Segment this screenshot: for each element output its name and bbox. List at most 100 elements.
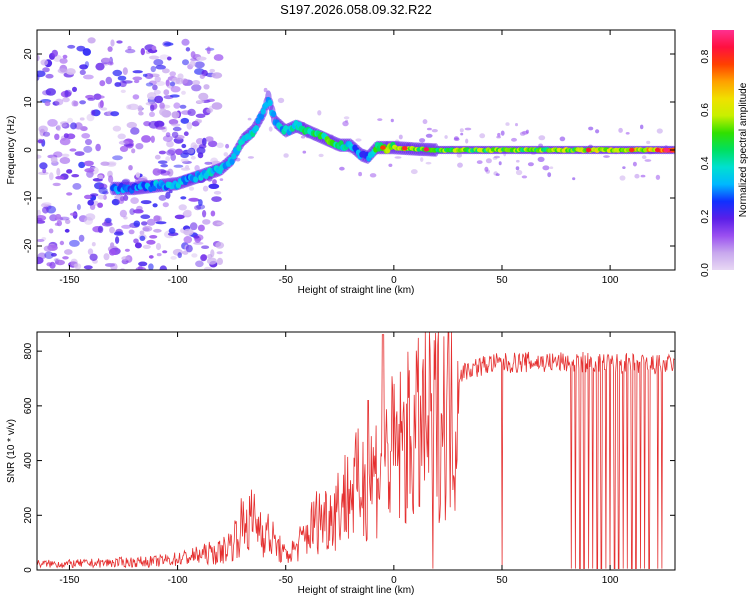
spectrogram-cell <box>209 68 215 73</box>
spectrogram-cell <box>162 250 168 254</box>
spectrogram-cell <box>79 69 86 75</box>
spectrogram-y-tick-label: 10 <box>23 96 34 108</box>
spectrogram-cell <box>410 169 418 175</box>
spectrogram-cell <box>159 54 170 60</box>
spectrogram-cell <box>390 118 394 123</box>
spectrogram-cell <box>318 153 324 158</box>
spectrogram-cell <box>126 121 137 129</box>
spectrogram-cell <box>197 224 205 232</box>
spectrogram-cell <box>99 80 106 87</box>
spectrogram-cell <box>112 125 122 132</box>
spectrogram-cell <box>97 225 104 234</box>
spectrogram-cell <box>115 236 120 244</box>
spectrogram-cell <box>100 107 108 111</box>
spectrogram-cell <box>155 126 166 130</box>
spectrogram-cell <box>585 147 592 153</box>
colorbar-tick-label: 0.4 <box>700 156 711 170</box>
spectrogram-cell <box>117 133 126 140</box>
spectrogram-cell <box>94 95 105 99</box>
spectrogram-cell <box>196 56 207 61</box>
spectrogram-cell <box>69 239 80 247</box>
spectrogram-cell <box>84 168 95 173</box>
spectrogram-cell <box>128 165 133 171</box>
spectrogram-cell <box>271 110 277 118</box>
spectrogram-cell <box>202 137 207 146</box>
spectrogram-cell <box>59 240 65 246</box>
spectrogram-cell <box>542 165 550 171</box>
spectrogram-cell <box>153 89 161 95</box>
spectrogram-cell <box>527 162 534 167</box>
spectrogram-cell <box>317 110 322 116</box>
spectrogram-cell <box>138 261 148 267</box>
spectrogram-cell <box>98 101 103 109</box>
spectrogram-cell <box>618 127 623 133</box>
spectrogram-cell <box>139 235 146 241</box>
spectrogram-cell <box>167 56 172 61</box>
spectrogram-cell <box>87 199 94 206</box>
spectrogram-cell <box>188 186 195 191</box>
colorbar-ticks: 0.0 0.2 0.4 0.6 0.8 <box>700 49 711 277</box>
spectrogram-cell <box>65 68 76 75</box>
spectrogram-cell <box>632 161 637 167</box>
spectrogram-cell <box>78 234 85 242</box>
spectrogram-cell <box>40 59 49 66</box>
spectrogram-cell <box>152 84 158 91</box>
spectrogram-cell <box>108 248 116 256</box>
spectrogram-cell <box>122 67 128 75</box>
spectrogram-cell <box>101 221 113 227</box>
colorbar-tick-label: 0.8 <box>700 49 711 63</box>
spectrogram-cell <box>63 133 69 139</box>
spectrogram-cell <box>464 127 472 131</box>
spectrogram-cell <box>195 113 206 119</box>
spectrogram-cell <box>59 58 68 64</box>
spectrogram-cell <box>37 154 42 159</box>
spectrogram-cell <box>162 135 173 142</box>
spectrogram-cell <box>247 117 252 121</box>
spectrogram-cell <box>110 262 118 270</box>
snr-panel: -150 -100 -50 0 50 100 0 200 400 600 800 Height of… <box>6 331 676 596</box>
spectrogram-cell <box>133 220 141 227</box>
snr-axes: -150 -100 -50 0 50 100 0 200 400 600 800 <box>23 332 675 586</box>
spectrogram-cell <box>129 208 135 216</box>
spectrogram-cell <box>171 123 181 127</box>
spectrogram-cell <box>37 215 47 221</box>
spectrogram-cell <box>196 100 205 104</box>
spectrogram-cell <box>119 145 129 152</box>
spectrogram-cell <box>45 73 54 79</box>
spectrogram-cell <box>95 143 101 152</box>
snr-series-line <box>37 332 675 569</box>
spectrogram-cell <box>76 204 81 211</box>
spectrogram-cell <box>377 118 383 121</box>
spectrogram-cell <box>52 182 61 187</box>
spectrogram-cell <box>537 156 545 162</box>
spectrogram-cell <box>83 265 93 270</box>
spectrogram-cell <box>154 154 161 160</box>
snr-x-tick-label: 50 <box>496 575 508 586</box>
spectrogram-cell <box>127 103 139 111</box>
spectrogram-cell <box>110 39 115 47</box>
spectrogram-cell <box>194 205 202 211</box>
spectrogram-cell <box>628 147 635 153</box>
spectrogram-cell <box>138 111 144 116</box>
spectrogram-x-tick-label: 100 <box>602 275 619 286</box>
spectrogram-cell <box>162 68 170 74</box>
spectrogram-cell <box>538 135 546 141</box>
spectrogram-cell <box>511 137 517 142</box>
spectrogram-cell <box>118 140 130 145</box>
spectrogram-cell <box>152 203 158 208</box>
spectrogram-cell <box>640 124 644 130</box>
spectrogram-cell <box>110 111 120 117</box>
spectrogram-cell <box>110 242 115 249</box>
spectrogram-cell <box>199 74 205 79</box>
spectrogram-cell <box>300 135 306 139</box>
colorbar: 0.0 0.2 0.4 0.6 0.8 Normalized spectral ampl… <box>700 30 749 277</box>
spectrogram-cell <box>194 165 200 172</box>
spectrogram-cell <box>160 164 168 168</box>
spectrogram-cell <box>342 120 349 127</box>
spectrogram-cell <box>85 138 92 146</box>
spectrogram-cell <box>182 78 189 86</box>
spectrogram-cell <box>229 158 235 165</box>
spectrogram-cell <box>225 143 230 149</box>
spectrogram-cell <box>132 76 143 81</box>
